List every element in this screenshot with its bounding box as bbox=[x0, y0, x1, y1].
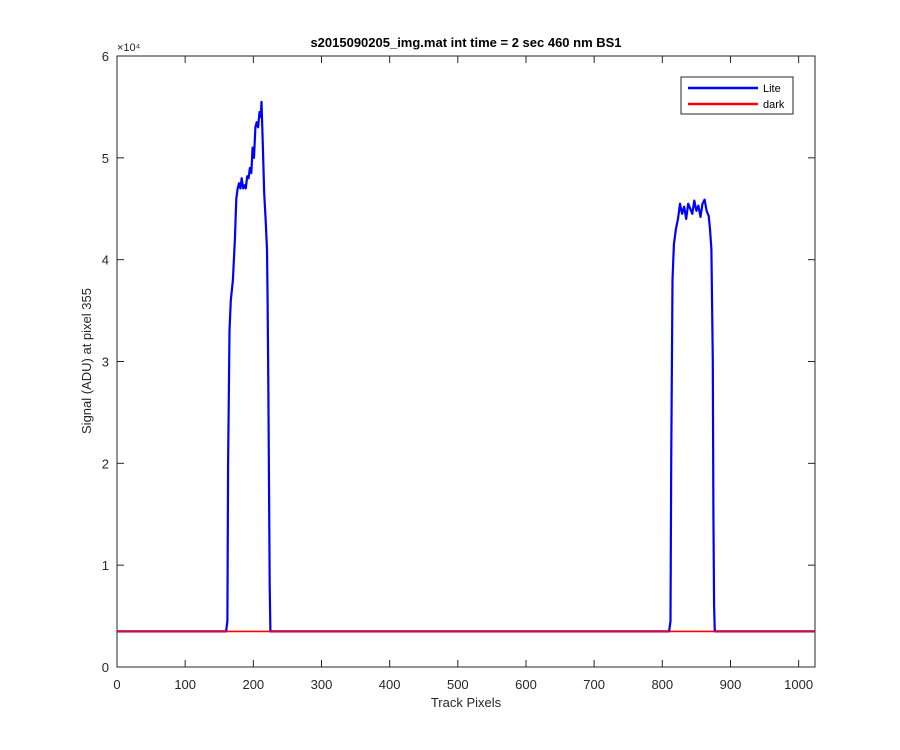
legend-box bbox=[680, 76, 794, 115]
y-tick-label: 1 bbox=[102, 558, 109, 573]
legend-label-dark: dark bbox=[763, 99, 785, 111]
plot-lines bbox=[117, 100, 815, 633]
y-tick-label: 0 bbox=[102, 660, 109, 675]
y-tick-label: 2 bbox=[102, 456, 109, 471]
x-tick-label: 0 bbox=[113, 677, 120, 692]
x-tick-label: 700 bbox=[583, 677, 605, 692]
legend-label-lite: Lite bbox=[763, 83, 781, 95]
y-axis-title: Signal (ADU) at pixel 355 bbox=[79, 288, 94, 434]
x-tick-label: 1000 bbox=[784, 677, 813, 692]
y-tick-label: 4 bbox=[102, 253, 109, 268]
y-tick-label: 3 bbox=[102, 355, 109, 370]
x-tick-label: 500 bbox=[447, 677, 469, 692]
y-axis-exponent: ×10⁴ bbox=[117, 42, 141, 54]
x-tick-label: 800 bbox=[651, 677, 673, 692]
y-tick-label: 6 bbox=[102, 49, 109, 64]
legend: Lite dark bbox=[680, 76, 794, 115]
series-line-lite bbox=[117, 100, 815, 633]
chart-title: s2015090205_img.mat int time = 2 sec 460… bbox=[310, 35, 621, 50]
y-tick-label: 5 bbox=[102, 151, 109, 166]
y-axis-ticks: 0 1 2 3 4 5 6 bbox=[102, 49, 815, 675]
axes-box bbox=[116, 55, 816, 668]
x-tick-label: 300 bbox=[311, 677, 333, 692]
x-tick-label: 600 bbox=[515, 677, 537, 692]
x-axis-ticks: 0 100 200 300 400 500 600 700 800 900 1000 bbox=[113, 56, 813, 692]
x-tick-label: 400 bbox=[379, 677, 401, 692]
x-tick-label: 200 bbox=[242, 677, 264, 692]
x-tick-label: 900 bbox=[720, 677, 742, 692]
x-tick-label: 100 bbox=[174, 677, 196, 692]
x-axis-title: Track Pixels bbox=[431, 695, 502, 710]
